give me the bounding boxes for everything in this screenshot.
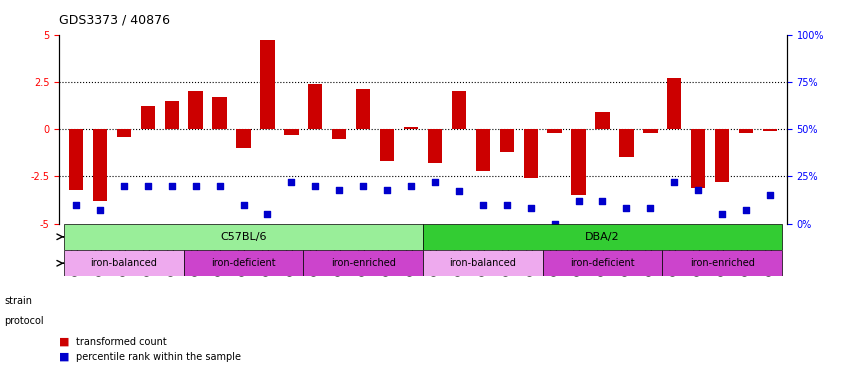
Point xyxy=(141,183,155,189)
Point xyxy=(500,202,514,208)
Text: iron-balanced: iron-balanced xyxy=(91,258,157,268)
Bar xyxy=(189,91,203,129)
Bar xyxy=(356,89,371,129)
Point xyxy=(691,187,705,193)
Bar xyxy=(308,84,322,129)
Point xyxy=(117,183,130,189)
Text: C57BL/6: C57BL/6 xyxy=(220,232,266,242)
Bar xyxy=(619,129,634,157)
Text: ■: ■ xyxy=(59,352,69,362)
Bar xyxy=(596,112,610,129)
Text: iron-deficient: iron-deficient xyxy=(212,258,276,268)
Point xyxy=(619,205,633,212)
Bar xyxy=(93,129,107,201)
Point xyxy=(548,220,562,227)
Text: DBA/2: DBA/2 xyxy=(585,232,620,242)
Point xyxy=(332,187,346,193)
Text: iron-balanced: iron-balanced xyxy=(449,258,516,268)
Bar xyxy=(547,129,562,133)
Point xyxy=(667,179,681,185)
Point xyxy=(381,187,394,193)
Point xyxy=(763,192,777,198)
Text: iron-deficient: iron-deficient xyxy=(570,258,634,268)
Point xyxy=(644,205,657,212)
Point xyxy=(261,211,274,217)
Bar xyxy=(261,40,275,129)
Point xyxy=(596,198,609,204)
FancyBboxPatch shape xyxy=(64,223,423,250)
Point xyxy=(452,189,465,195)
Text: transformed count: transformed count xyxy=(76,337,167,347)
Bar xyxy=(571,129,585,195)
FancyBboxPatch shape xyxy=(184,250,304,276)
Point xyxy=(356,183,370,189)
Point xyxy=(69,202,83,208)
Point xyxy=(524,205,537,212)
Point xyxy=(572,198,585,204)
Bar xyxy=(164,101,179,129)
Point xyxy=(739,207,753,214)
Bar xyxy=(428,129,442,163)
Point xyxy=(165,183,179,189)
Point xyxy=(213,183,227,189)
Bar xyxy=(643,129,657,133)
Bar xyxy=(69,129,83,190)
Bar xyxy=(404,127,418,129)
Bar xyxy=(332,129,346,139)
Bar xyxy=(140,106,155,129)
FancyBboxPatch shape xyxy=(304,250,423,276)
Text: iron-enriched: iron-enriched xyxy=(689,258,755,268)
Point xyxy=(404,183,418,189)
Point xyxy=(476,202,490,208)
Bar xyxy=(236,129,250,148)
Bar xyxy=(691,129,706,188)
Bar xyxy=(117,129,131,137)
FancyBboxPatch shape xyxy=(542,250,662,276)
Point xyxy=(237,202,250,208)
Bar xyxy=(667,78,682,129)
Text: iron-enriched: iron-enriched xyxy=(331,258,396,268)
Text: GDS3373 / 40876: GDS3373 / 40876 xyxy=(59,14,170,27)
Text: strain: strain xyxy=(4,296,32,306)
Bar xyxy=(524,129,538,178)
Bar xyxy=(212,97,227,129)
Text: ■: ■ xyxy=(59,337,69,347)
Point xyxy=(716,211,729,217)
Point xyxy=(189,183,202,189)
Bar xyxy=(284,129,299,135)
Text: protocol: protocol xyxy=(4,316,44,326)
Point xyxy=(93,207,107,214)
FancyBboxPatch shape xyxy=(64,250,184,276)
Point xyxy=(309,183,322,189)
Bar xyxy=(715,129,729,182)
Bar xyxy=(380,129,394,161)
FancyBboxPatch shape xyxy=(423,223,782,250)
Text: percentile rank within the sample: percentile rank within the sample xyxy=(76,352,241,362)
Bar xyxy=(500,129,514,152)
Bar xyxy=(452,91,466,129)
Bar xyxy=(763,129,777,131)
Point xyxy=(428,179,442,185)
Bar xyxy=(739,129,753,133)
FancyBboxPatch shape xyxy=(662,250,782,276)
Bar xyxy=(475,129,490,170)
Point xyxy=(284,179,298,185)
FancyBboxPatch shape xyxy=(423,250,542,276)
